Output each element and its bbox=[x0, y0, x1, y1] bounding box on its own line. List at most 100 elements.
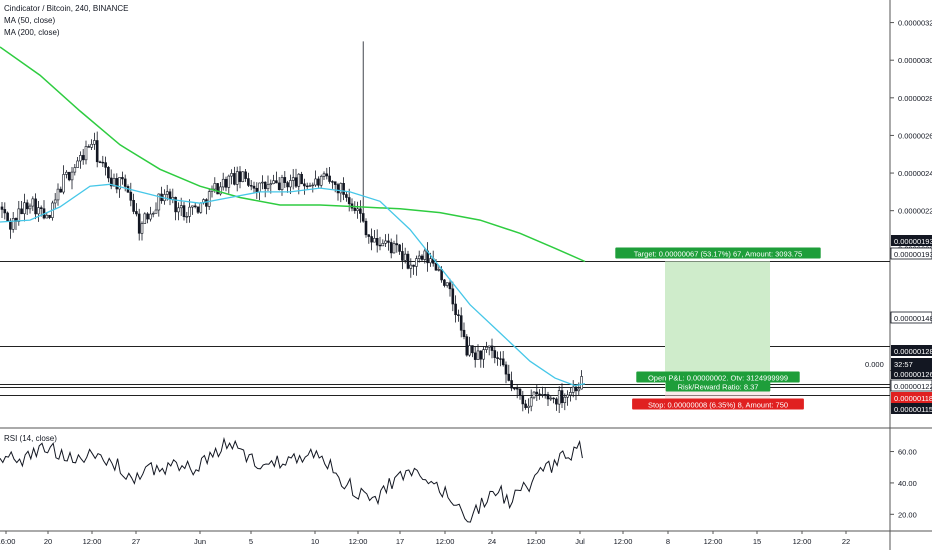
candle-body bbox=[412, 264, 415, 267]
candle-body bbox=[560, 390, 564, 404]
candle-body bbox=[31, 198, 35, 207]
stop-label-bg bbox=[632, 398, 804, 410]
candle-body bbox=[378, 244, 382, 247]
price-badge-bg bbox=[891, 368, 932, 379]
time-tick-label: 12:00 bbox=[793, 537, 812, 546]
ma200-legend: MA (200, close) bbox=[4, 28, 60, 37]
candle-body bbox=[308, 185, 312, 187]
candle-body bbox=[263, 181, 267, 190]
candle-body bbox=[70, 171, 74, 181]
candle-body bbox=[11, 218, 15, 230]
candle-body bbox=[513, 387, 516, 390]
candle-body bbox=[118, 177, 121, 190]
candle-body bbox=[230, 173, 233, 177]
candle-body bbox=[289, 180, 292, 188]
candle-body bbox=[429, 258, 432, 264]
rsi-tick-label: 20.00 bbox=[898, 510, 917, 519]
candle-body bbox=[258, 182, 261, 193]
candle-body bbox=[496, 357, 499, 359]
candle-body bbox=[286, 182, 289, 188]
risk-reward-label: Risk/Reward Ratio: 8.37 bbox=[678, 382, 759, 391]
candle-body bbox=[188, 206, 191, 217]
candle-body bbox=[90, 143, 93, 148]
ma200-line bbox=[0, 46, 586, 263]
candle-body bbox=[543, 394, 547, 396]
candle-body bbox=[174, 196, 177, 213]
price-badge: 0.00000118 bbox=[894, 394, 932, 403]
candle-body bbox=[471, 345, 474, 354]
candle-body bbox=[448, 282, 452, 290]
candle-body bbox=[521, 395, 525, 405]
candle-body bbox=[98, 161, 102, 163]
candle-body bbox=[434, 262, 438, 271]
ma50-line bbox=[0, 183, 586, 387]
candle-body bbox=[367, 234, 371, 237]
price-badge: 0.00000193 bbox=[894, 237, 932, 246]
candle-body bbox=[510, 380, 513, 389]
candle-body bbox=[129, 191, 133, 201]
candle-body bbox=[0, 206, 4, 210]
candle-body bbox=[381, 242, 385, 247]
candle-body bbox=[252, 185, 256, 189]
price-badge-bg bbox=[890, 247, 932, 260]
candle-body bbox=[454, 303, 457, 316]
price-badge: 0.00000115 bbox=[894, 405, 932, 414]
time-tick-label: 17 bbox=[396, 537, 404, 546]
candle-body bbox=[193, 205, 197, 208]
candle-body bbox=[23, 202, 26, 215]
candle-body bbox=[269, 183, 273, 186]
price-badge-bg bbox=[891, 235, 932, 246]
candles-group bbox=[0, 41, 583, 414]
candle-body bbox=[247, 178, 250, 186]
candle-body bbox=[261, 181, 264, 184]
price-badge-bg bbox=[890, 311, 932, 324]
candle-body bbox=[398, 244, 401, 252]
candle-body bbox=[25, 202, 29, 210]
candle-body bbox=[468, 345, 471, 356]
candle-body bbox=[84, 146, 88, 161]
candle-body bbox=[518, 388, 522, 396]
time-tick-label: 10 bbox=[311, 537, 319, 546]
candle-body bbox=[538, 393, 541, 396]
candle-body bbox=[196, 206, 200, 213]
candle-body bbox=[149, 213, 152, 220]
time-tick-label: 12:00 bbox=[83, 537, 102, 546]
candle-body bbox=[415, 258, 418, 267]
risk-reward-label-bg bbox=[665, 380, 771, 392]
candle-body bbox=[277, 182, 281, 190]
candle-body bbox=[221, 178, 225, 188]
candle-body bbox=[272, 180, 275, 184]
candle-body bbox=[168, 191, 172, 200]
candle-body bbox=[443, 279, 446, 286]
time-tick-label: 27 bbox=[132, 537, 140, 546]
rsi-legend: RSI (14, close) bbox=[4, 434, 57, 443]
candle-body bbox=[319, 176, 323, 186]
time-tick-label: 8 bbox=[666, 537, 670, 546]
candle-body bbox=[280, 177, 284, 190]
candle-body bbox=[81, 155, 85, 161]
candle-body bbox=[3, 209, 7, 214]
candle-body bbox=[345, 194, 348, 198]
candle-body bbox=[451, 288, 455, 305]
candle-body bbox=[314, 178, 317, 186]
candle-body bbox=[563, 396, 567, 404]
candle-body bbox=[154, 209, 158, 214]
candle-body bbox=[146, 213, 149, 220]
candle-body bbox=[457, 314, 460, 316]
price-badge-bg bbox=[891, 403, 932, 414]
candle-body bbox=[356, 208, 359, 211]
time-tick-label: 5 bbox=[249, 537, 253, 546]
candle-body bbox=[59, 188, 63, 193]
candle-body bbox=[501, 358, 505, 366]
candle-body bbox=[235, 171, 239, 185]
candle-body bbox=[67, 171, 71, 181]
price-badge: 0.00000193 bbox=[894, 250, 932, 259]
candle-body bbox=[238, 171, 242, 182]
ma50-legend: MA (50, close) bbox=[4, 16, 56, 25]
